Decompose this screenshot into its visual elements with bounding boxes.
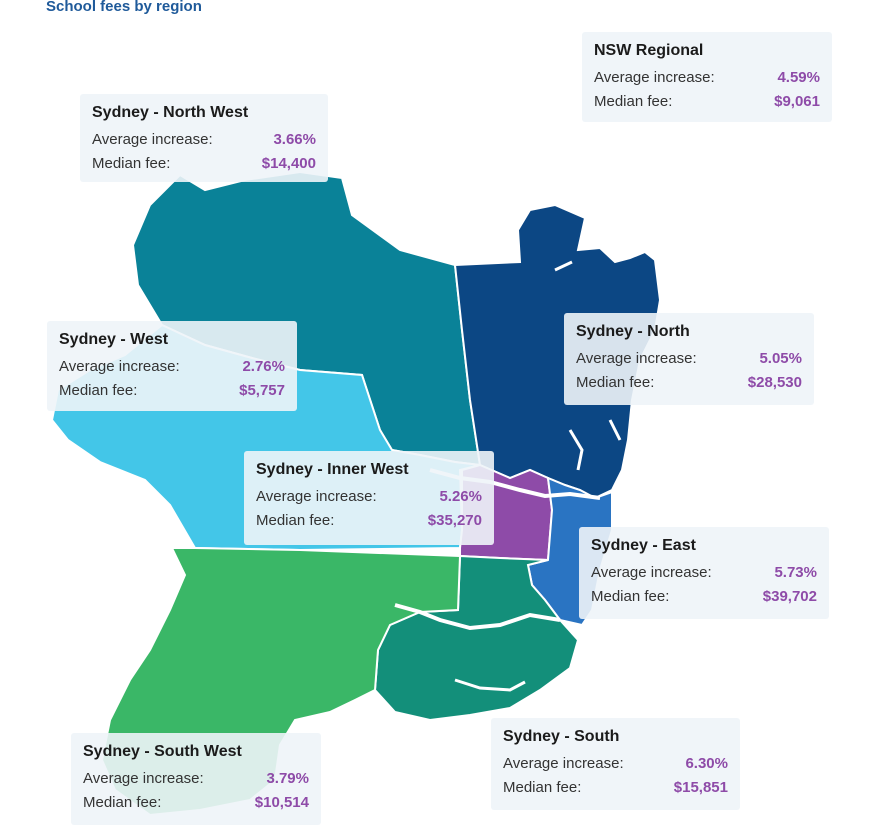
region-card-north: Sydney - North Average increase: 5.05% Me… <box>564 313 814 405</box>
region-card-south-west: Sydney - South West Average increase: 3.7… <box>71 733 321 825</box>
median-fee-value: $5,757 <box>239 382 285 399</box>
region-card-west: Sydney - West Average increase: 2.76% Med… <box>47 321 297 411</box>
avg-label: Average increase: <box>576 350 697 367</box>
median-label: Median fee: <box>59 382 138 399</box>
region-name: NSW Regional <box>594 42 704 59</box>
region-card-inner-west: Sydney - Inner West Average increase: 5.2… <box>244 451 494 545</box>
avg-increase-value: 5.73% <box>774 564 817 581</box>
avg-label: Average increase: <box>256 488 377 505</box>
region-name: Sydney - South <box>503 728 620 745</box>
region-card-nsw-regional: NSW Regional Average increase: 4.59% Medi… <box>582 32 832 122</box>
avg-increase-value: 5.05% <box>759 350 802 367</box>
north-inlet <box>554 260 622 471</box>
median-fee-value: $35,270 <box>427 512 482 529</box>
bay-waterway <box>454 678 526 692</box>
median-label: Median fee: <box>503 779 582 796</box>
region-name: Sydney - Inner West <box>256 461 409 478</box>
river-waterway <box>394 603 561 631</box>
region-name: Sydney - West <box>59 331 169 348</box>
region-name: Sydney - North <box>576 323 690 340</box>
avg-label: Average increase: <box>92 131 213 148</box>
median-label: Median fee: <box>576 374 655 391</box>
median-fee-value: $14,400 <box>261 155 316 172</box>
median-label: Median fee: <box>92 155 171 172</box>
median-fee-value: $10,514 <box>254 794 309 811</box>
avg-increase-value: 6.30% <box>685 755 728 772</box>
avg-increase-value: 5.26% <box>439 488 482 505</box>
region-name: Sydney - East <box>591 537 696 554</box>
region-name: Sydney - North West <box>92 104 249 121</box>
avg-increase-value: 2.76% <box>242 358 285 375</box>
region-name: Sydney - South West <box>83 743 242 760</box>
median-label: Median fee: <box>594 93 673 110</box>
avg-label: Average increase: <box>59 358 180 375</box>
median-fee-value: $15,851 <box>673 779 728 796</box>
page-title: School fees by region <box>46 0 202 15</box>
median-fee-value: $9,061 <box>774 93 820 110</box>
median-label: Median fee: <box>256 512 335 529</box>
avg-label: Average increase: <box>594 69 715 86</box>
median-fee-value: $39,702 <box>762 588 817 605</box>
region-card-east: Sydney - East Average increase: 5.73% Med… <box>579 527 829 619</box>
median-label: Median fee: <box>591 588 670 605</box>
avg-label: Average increase: <box>83 770 204 787</box>
avg-label: Average increase: <box>503 755 624 772</box>
avg-increase-value: 4.59% <box>777 69 820 86</box>
median-fee-value: $28,530 <box>747 374 802 391</box>
region-card-north-west: Sydney - North West Average increase: 3.6… <box>80 94 328 182</box>
avg-increase-value: 3.66% <box>273 131 316 148</box>
avg-increase-value: 3.79% <box>266 770 309 787</box>
avg-label: Average increase: <box>591 564 712 581</box>
region-card-south: Sydney - South Average increase: 6.30% Me… <box>491 718 740 810</box>
median-label: Median fee: <box>83 794 162 811</box>
